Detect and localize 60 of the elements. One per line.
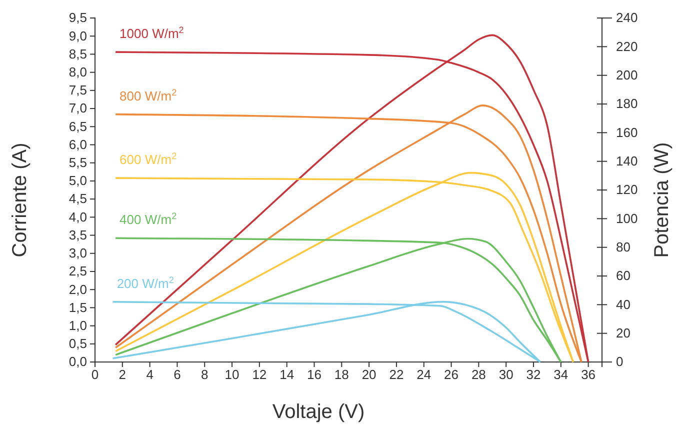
x-tick-label: 36 bbox=[581, 367, 596, 382]
x-tick-label: 34 bbox=[554, 367, 568, 382]
y-tick-label: 0,0 bbox=[68, 354, 87, 370]
x-tick-label: 4 bbox=[146, 367, 154, 382]
y-tick-label: 9,5 bbox=[68, 10, 87, 26]
y-tick-label: 3,5 bbox=[68, 227, 87, 242]
y2-axis-title: Potencia (W) bbox=[651, 142, 673, 258]
y2-tick-label: 140 bbox=[616, 153, 638, 168]
y-tick-label: 4,5 bbox=[68, 191, 87, 206]
y-tick-label: 6,5 bbox=[68, 118, 87, 134]
y-axis-title: Corriente (A) bbox=[9, 142, 31, 258]
y-tick-label: 3,0 bbox=[68, 246, 87, 261]
x-tick-label: 2 bbox=[118, 367, 126, 382]
y-tick-label: 5,0 bbox=[68, 173, 87, 188]
y2-tick-label: 0 bbox=[616, 354, 624, 370]
x-tick-label: 10 bbox=[224, 367, 240, 382]
x-tick-label: 18 bbox=[334, 367, 349, 382]
y2-tick-label: 180 bbox=[616, 96, 638, 112]
series-label: 400 W/m$^{2}$ bbox=[120, 211, 177, 228]
series-label: 600 W/m$^{2}$ bbox=[120, 151, 177, 168]
series-label: 800 W/m$^{2}$ bbox=[120, 87, 177, 104]
x-tick-label: 24 bbox=[416, 367, 432, 382]
x-tick-label: 22 bbox=[389, 367, 404, 382]
y-tick-label: 9,0 bbox=[68, 28, 87, 44]
y2-tick-label: 160 bbox=[616, 124, 638, 140]
y-tick-label: 1,5 bbox=[68, 300, 87, 315]
y-tick-label: 4,0 bbox=[68, 209, 87, 224]
x-tick-label: 8 bbox=[201, 367, 208, 382]
y-tick-label: 2,5 bbox=[68, 264, 87, 279]
y-tick-label: 7,0 bbox=[68, 100, 87, 116]
x-tick-label: 14 bbox=[280, 367, 294, 382]
x-tick-label: 28 bbox=[471, 367, 486, 382]
series-label: 200 W/m$^{2}$ bbox=[116, 274, 174, 291]
x-tick-label: 32 bbox=[526, 367, 541, 382]
series-label: 1000 W/m$^{2}$ bbox=[120, 25, 184, 42]
y2-tick-label: 100 bbox=[616, 210, 638, 226]
y2-tick-label: 80 bbox=[616, 239, 630, 254]
y2-tick-label: 200 bbox=[616, 67, 638, 82]
y2-tick-label: 20 bbox=[616, 325, 630, 340]
x-tick-label: 20 bbox=[362, 367, 376, 382]
x-tick-label: 6 bbox=[174, 367, 181, 382]
y2-tick-label: 240 bbox=[616, 10, 638, 26]
y-tick-label: 6,0 bbox=[68, 136, 87, 152]
x-tick-label: 26 bbox=[444, 367, 459, 382]
y-tick-label: 8,5 bbox=[68, 46, 87, 62]
y2-tick-label: 40 bbox=[616, 296, 630, 312]
y-tick-label: 1,0 bbox=[68, 318, 87, 333]
y-tick-label: 5,5 bbox=[68, 155, 87, 170]
y-tick-label: 8,0 bbox=[68, 64, 87, 80]
y-tick-label: 2,0 bbox=[68, 282, 87, 297]
y2-tick-label: 60 bbox=[616, 268, 630, 284]
y-tick-label: 0,5 bbox=[68, 336, 87, 352]
x-tick-label: 16 bbox=[307, 367, 322, 382]
y-tick-label: 7,5 bbox=[68, 82, 87, 98]
x-axis-title: Voltaje (V) bbox=[272, 401, 365, 423]
y2-tick-label: 120 bbox=[616, 182, 638, 198]
x-tick-label: 0 bbox=[91, 367, 99, 382]
x-tick-label: 12 bbox=[252, 367, 267, 382]
x-tick-label: 30 bbox=[498, 367, 514, 382]
y2-tick-label: 220 bbox=[616, 38, 638, 54]
